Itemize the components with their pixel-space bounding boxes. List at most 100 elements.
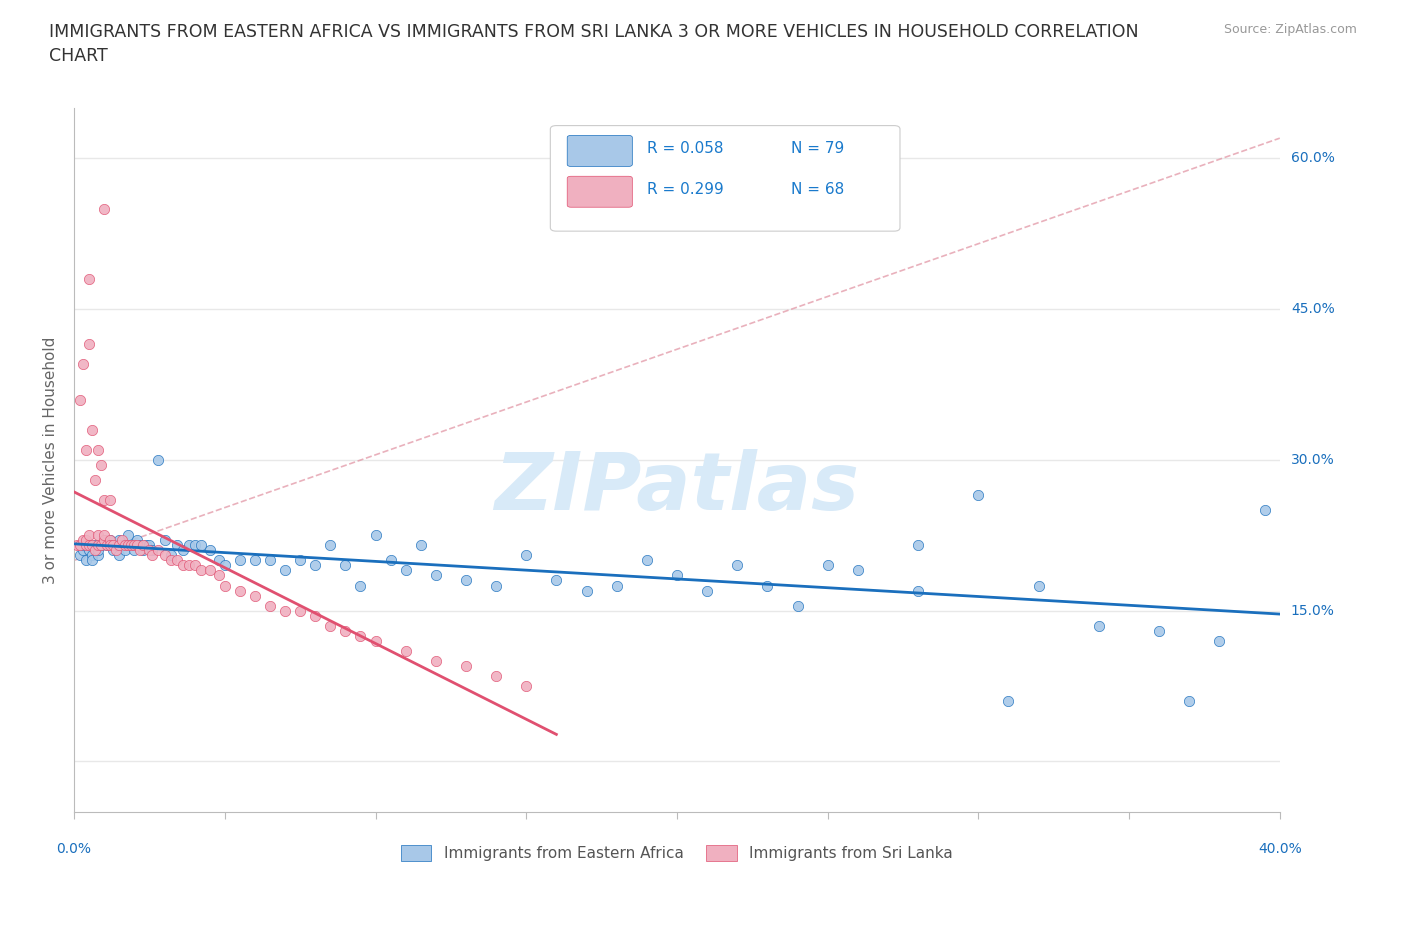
Point [103,543,125,558]
Point [166,553,188,568]
Point [108,548,131,563]
Point [77,272,100,286]
Point [575,583,598,598]
Point [93,528,115,543]
Point [127,538,149,552]
Point [87,528,110,543]
Point [1254,503,1277,518]
Point [214,558,236,573]
Point [1147,623,1170,638]
Point [166,538,188,552]
Point [132,538,155,552]
Point [349,629,371,644]
Point [177,558,200,573]
Point [141,548,163,563]
Point [105,538,128,552]
Point [259,553,281,568]
Point [111,533,134,548]
Point [725,558,748,573]
Point [319,618,342,633]
Point [84,472,107,487]
Point [82,538,104,552]
Text: N = 68: N = 68 [792,182,845,197]
Point [72,538,94,552]
Point [84,543,107,558]
Point [120,538,142,552]
Point [425,568,447,583]
Point [208,568,231,583]
Point [786,598,808,613]
Point [75,533,97,548]
Point [395,563,418,578]
Text: ZIPatlas: ZIPatlas [495,449,859,527]
Point [259,598,281,613]
Point [90,458,112,472]
Point [159,548,181,563]
Point [153,533,176,548]
Point [485,669,508,684]
Point [69,548,91,563]
Point [82,422,104,437]
Point [274,563,297,578]
Point [243,588,266,603]
Point [454,573,477,588]
Point [87,538,110,552]
Point [90,538,112,552]
Point [87,548,110,563]
Point [380,553,402,568]
Point [132,543,155,558]
Point [756,578,779,593]
Point [515,679,537,694]
Point [288,604,311,618]
Point [229,583,252,598]
Point [229,553,252,568]
Text: 0.0%: 0.0% [56,843,91,857]
Point [90,538,112,552]
Point [967,487,990,502]
Point [111,538,134,552]
Point [96,538,118,552]
Point [93,201,115,216]
Point [304,558,326,573]
Point [409,538,432,552]
FancyBboxPatch shape [550,126,900,232]
Text: 30.0%: 30.0% [1291,453,1334,467]
Point [1088,618,1111,633]
Point [75,538,97,552]
Point [364,633,387,648]
FancyBboxPatch shape [567,177,633,207]
Point [817,558,839,573]
Point [98,538,121,552]
Point [364,528,387,543]
Point [66,538,89,552]
Point [274,604,297,618]
Point [75,553,97,568]
Point [141,543,163,558]
Point [72,543,94,558]
Point [75,443,97,458]
Point [93,533,115,548]
Point [172,543,194,558]
Point [335,558,357,573]
Point [148,543,170,558]
Point [72,533,94,548]
Point [98,533,121,548]
Point [82,548,104,563]
Point [183,538,205,552]
Point [148,452,170,467]
Legend: Immigrants from Eastern Africa, Immigrants from Sri Lanka: Immigrants from Eastern Africa, Immigran… [395,839,959,868]
Text: 60.0%: 60.0% [1291,152,1334,166]
Point [997,694,1019,709]
Point [606,578,628,593]
Point [846,563,869,578]
Text: R = 0.058: R = 0.058 [647,141,723,156]
Point [425,654,447,669]
Point [127,533,149,548]
Point [304,608,326,623]
Point [120,538,142,552]
Point [172,558,194,573]
Point [82,553,104,568]
Point [190,563,212,578]
Point [183,558,205,573]
Point [696,583,718,598]
